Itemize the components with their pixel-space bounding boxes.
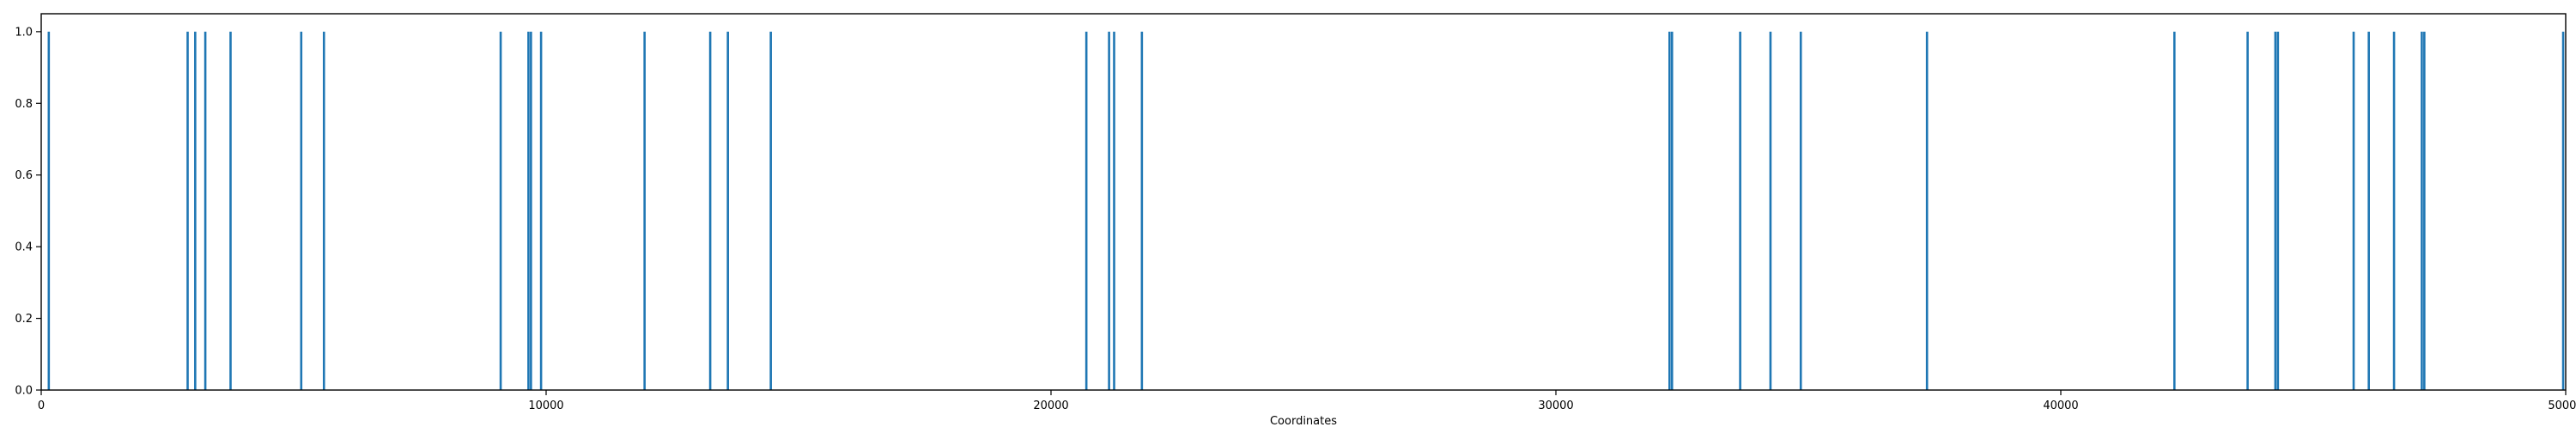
x-tick-label: 40000 (2043, 399, 2078, 412)
x-tick-label: 10000 (528, 399, 563, 412)
y-tick-label: 0.4 (15, 241, 33, 254)
x-tick-label: 0 (38, 399, 45, 412)
bar (2392, 31, 2396, 391)
plot-frame (40, 13, 2567, 391)
bar (2423, 31, 2426, 391)
x-tick-label: 20000 (1033, 399, 1068, 412)
bar (1670, 31, 1674, 391)
bar (539, 31, 543, 391)
bar (1799, 31, 1802, 391)
bar (643, 31, 646, 391)
bar (726, 31, 729, 391)
y-tick-label: 0.6 (15, 169, 33, 182)
y-axis-ticks: 0.0 0.2 0.4 0.6 0.8 1.0 (15, 26, 41, 398)
bar (186, 31, 189, 391)
bar (530, 31, 532, 391)
x-tick-label: 30000 (1538, 399, 1573, 412)
bar (204, 31, 207, 391)
bar (229, 31, 232, 391)
bar (1113, 31, 1115, 391)
bar (1140, 31, 1144, 391)
bar (2352, 31, 2355, 391)
bar (2276, 31, 2280, 391)
bar (300, 31, 303, 391)
y-tick-label: 0.0 (15, 385, 33, 398)
bar (2274, 31, 2277, 391)
bar (1108, 31, 1110, 391)
y-tick-label: 0.8 (15, 98, 33, 111)
bar (194, 31, 197, 391)
bar (1769, 31, 1772, 391)
bar (47, 31, 51, 391)
x-axis-label: Coordinates (1270, 415, 1337, 428)
y-tick-label: 1.0 (15, 26, 33, 39)
bar (2421, 31, 2423, 391)
bar (527, 31, 530, 391)
bar (2367, 31, 2370, 391)
bar (769, 31, 772, 391)
bars-layer (47, 31, 2565, 391)
bar (2246, 31, 2249, 391)
bar (2173, 31, 2176, 391)
bar (1668, 31, 1671, 391)
bar (2561, 31, 2565, 391)
bar (1925, 31, 1929, 391)
bar (1084, 31, 1088, 391)
bar (499, 31, 502, 391)
bar (1739, 31, 1741, 391)
bar (708, 31, 712, 391)
bar (322, 31, 325, 391)
y-tick-label: 0.2 (15, 313, 33, 326)
